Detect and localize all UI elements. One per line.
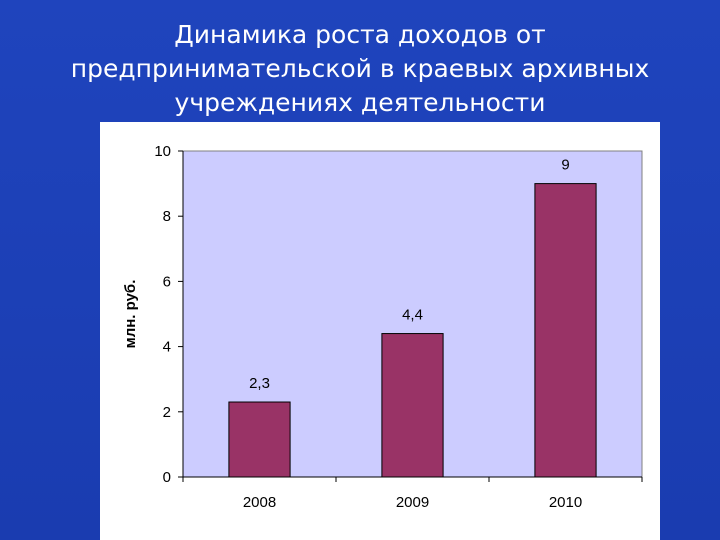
x-tick-label: 2009 — [396, 494, 429, 511]
x-tick-label: 2008 — [243, 494, 276, 511]
bar-data-label: 9 — [561, 157, 569, 174]
bar-chart: 0 2 4 6 8 10 2008 2009 2010 2,3 4,4 9 млн. руб. — [122, 143, 643, 511]
bar — [228, 401, 291, 478]
y-axis-ticks: 0 2 4 6 8 10 — [154, 143, 183, 486]
bar-data-label: 4,4 — [402, 307, 423, 324]
x-axis-ticks: 2008 2009 2010 — [182, 477, 643, 511]
y-axis-title: млн. руб. — [122, 280, 139, 349]
y-tick-label: 2 — [163, 404, 171, 421]
y-tick-label: 4 — [163, 339, 171, 356]
chart-frame: 0 2 4 6 8 10 2008 2009 2010 2,3 4,4 9 млн. руб. — [100, 122, 660, 540]
y-tick-label: 10 — [154, 143, 171, 160]
data-labels: 2,3 4,4 9 — [249, 157, 570, 392]
bar-data-label: 2,3 — [249, 375, 270, 392]
bar — [534, 183, 597, 478]
bars — [228, 183, 597, 478]
x-tick-label: 2010 — [549, 494, 582, 511]
title-line-1: Динамика роста доходов от — [174, 20, 546, 49]
title-line-2: предпринимательской в краевых архивных — [70, 54, 650, 83]
y-tick-label: 0 — [163, 469, 171, 486]
title-line-3: учреждениях деятельности — [174, 88, 546, 117]
slide-title: Динамика роста доходов от предпринимател… — [40, 18, 680, 120]
bar — [381, 333, 444, 478]
y-tick-label: 6 — [163, 273, 171, 290]
y-tick-label: 8 — [163, 208, 171, 225]
